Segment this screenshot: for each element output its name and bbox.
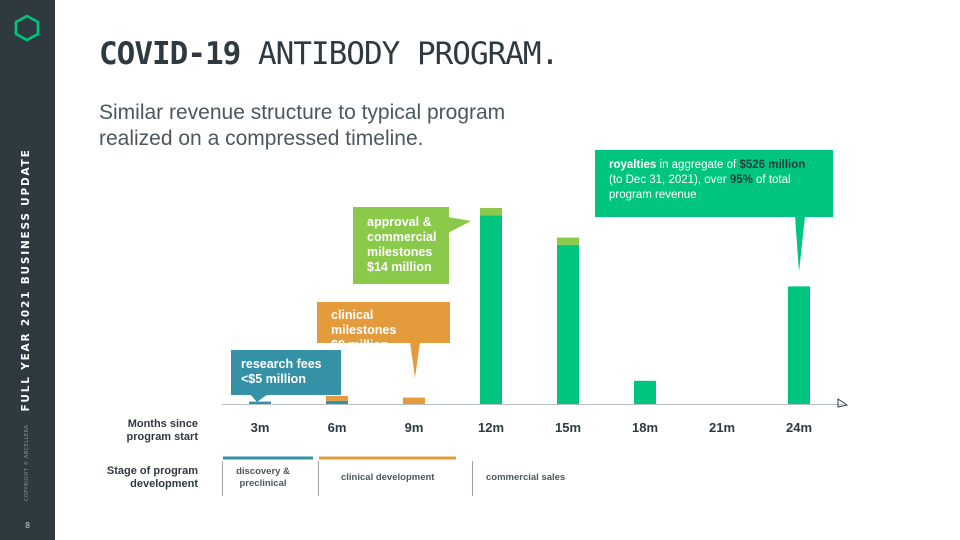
months-axis-label: Months since program start: [100, 418, 198, 444]
callout-approval-line4: $14 million: [367, 260, 432, 274]
stage-discovery-label: discovery & preclinical: [227, 466, 299, 490]
bar-6m-clinical-milestones: [326, 396, 348, 401]
logo-hexagon-icon: [14, 14, 40, 42]
stage-commercial-label: commercial sales: [486, 472, 566, 483]
callout-research-fees: research fees <$5 million: [231, 350, 341, 395]
callout-approval-line3: milestones: [367, 245, 433, 259]
callout-royalties: royalties in aggregate of $526 million (…: [595, 150, 833, 217]
stage-discovery-line2: preclinical: [239, 478, 287, 489]
stage-label-line1: Stage of program: [106, 465, 198, 477]
callout-research-line2: <$5 million: [241, 372, 306, 386]
royalty-term: royalties: [609, 159, 657, 171]
stage-axis-label: Stage of program development: [100, 465, 198, 491]
royalty-amount: $526 million: [739, 159, 806, 171]
title-bold: COVID-19: [99, 36, 241, 72]
tick-label: 15m: [554, 420, 582, 435]
bar-3m-research-fees: [249, 401, 271, 404]
bar-12m-approval-commercial-milestones: [480, 208, 502, 216]
royalty-text-2: (to Dec 31, 2021), over: [609, 174, 730, 186]
tick-label: 21m: [708, 420, 736, 435]
callout-research-line1: research fees: [241, 357, 322, 371]
bar-18m-royalties: [634, 380, 656, 404]
stage-clinical-label: clinical development: [341, 472, 435, 483]
bar-24m-royalties: [788, 286, 810, 404]
tick-label: 6m: [327, 420, 347, 435]
bar-9m-clinical-milestones: [403, 397, 425, 404]
sidebar: FULL YEAR 2021 BUSINESS UPDATE COPYRIGHT…: [0, 0, 55, 540]
callout-pointer-approval: [448, 217, 471, 233]
callout-pointer-royalty: [795, 216, 805, 272]
tick-label: 9m: [404, 420, 424, 435]
royalty-text-1: in aggregate of: [656, 159, 740, 171]
royalty-text-3: of total program revenue: [609, 174, 791, 201]
callout-approval-milestones: approval & commercial milestones $14 mil…: [353, 207, 449, 284]
callout-clinical-milestones: clinical milestones $8 million: [317, 302, 450, 352]
stage-discovery-line1: discovery &: [236, 466, 290, 477]
bar-15m-approval-commercial-milestones: [557, 237, 579, 245]
bar-15m-royalties: [557, 244, 579, 404]
callout-clinical-line1: clinical milestones: [331, 308, 397, 337]
callout-approval-line1: approval &: [367, 215, 432, 229]
bar-12m-royalties: [480, 215, 502, 404]
tick-label: 18m: [631, 420, 659, 435]
tick-label: 24m: [785, 420, 813, 435]
callout-pointer-research: [250, 394, 268, 402]
bar-6m-research-fees: [326, 400, 348, 404]
callout-clinical-line2: $8 million: [331, 338, 389, 352]
axis-arrow-icon: [837, 398, 849, 408]
page-subtitle: Similar revenue structure to typical pro…: [99, 101, 506, 150]
page-number: 8: [24, 521, 31, 530]
royalty-percent: 95%: [729, 174, 753, 186]
stage-label-line2: development: [130, 478, 198, 490]
tick-label: 12m: [477, 420, 505, 435]
page-title: COVID-19 ANTIBODY PROGRAM.: [99, 36, 559, 72]
months-label-line1: Months since: [127, 418, 198, 430]
callout-approval-line2: commercial: [367, 230, 437, 244]
title-rest: ANTIBODY PROGRAM.: [240, 36, 559, 72]
tick-label: 3m: [250, 420, 270, 435]
callout-pointer-clinical: [410, 342, 420, 378]
months-label-line2: program start: [126, 431, 198, 443]
